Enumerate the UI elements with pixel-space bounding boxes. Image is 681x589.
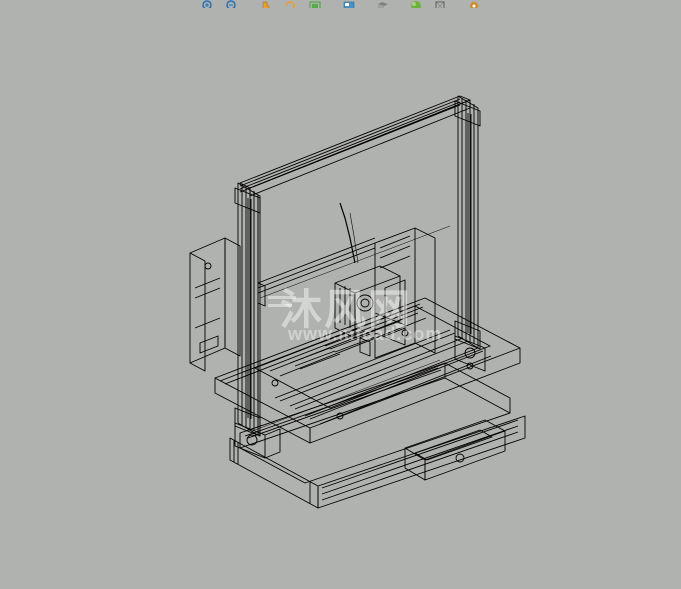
wireframe-drawing — [180, 88, 540, 518]
cad-viewport[interactable]: 沐风网 www.mfcad.com — [0, 8, 681, 589]
